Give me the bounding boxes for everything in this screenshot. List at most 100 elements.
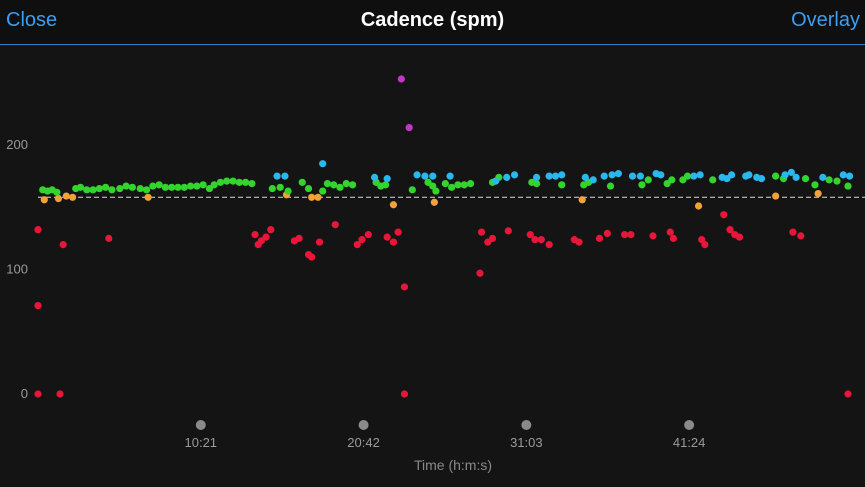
data-point-green — [833, 177, 841, 185]
data-point-blue — [370, 173, 379, 181]
data-point-green — [432, 187, 440, 195]
data-point-blue — [628, 172, 637, 180]
data-point-green — [174, 183, 182, 191]
data-point-red — [531, 236, 539, 244]
data-point-purple — [405, 123, 413, 132]
data-point-green — [186, 182, 195, 190]
nav-bar: Close Cadence (spm) Overlay — [0, 0, 865, 45]
data-point-green — [408, 186, 416, 194]
data-point-green — [216, 178, 225, 186]
data-point-green — [460, 181, 468, 189]
data-point-red — [669, 234, 678, 242]
data-point-orange — [694, 202, 703, 210]
data-point-blue — [819, 173, 827, 181]
data-point-green — [180, 183, 188, 191]
data-point-green — [76, 183, 85, 191]
data-point-green — [95, 184, 103, 193]
data-point-red — [358, 236, 366, 244]
data-point-green — [844, 182, 852, 190]
data-point-red — [34, 226, 42, 234]
data-point-purple — [397, 75, 405, 83]
data-point-red — [844, 390, 852, 398]
data-point-green — [235, 178, 243, 186]
data-point-green — [53, 188, 61, 196]
data-point-green — [223, 177, 231, 185]
data-point-blue — [413, 171, 421, 179]
data-point-green — [161, 183, 169, 191]
data-point-red — [383, 233, 391, 241]
data-point-green — [466, 179, 475, 188]
data-point-green — [558, 181, 566, 189]
data-point-green — [89, 186, 97, 194]
data-point-red — [545, 241, 553, 249]
data-point-red — [389, 238, 398, 246]
data-point-red — [575, 238, 583, 246]
y-tick-label: 0 — [21, 386, 28, 401]
data-point-red — [34, 302, 42, 310]
data-point-green — [709, 176, 717, 184]
data-point-red — [726, 226, 734, 234]
data-point-blue — [614, 170, 622, 178]
data-point-green — [268, 184, 276, 193]
x-axis-ticks[interactable]: 10:21 20:42 31:03 41:24 — [185, 420, 706, 450]
data-point-green — [638, 181, 646, 189]
overlay-button[interactable]: Overlay — [791, 9, 860, 31]
data-point-green — [108, 186, 116, 194]
data-point-green — [193, 182, 201, 190]
x-tick-marker[interactable] — [684, 420, 695, 430]
data-point-red — [400, 390, 409, 398]
data-point-orange — [430, 198, 438, 206]
data-point-red — [59, 241, 67, 249]
data-point-green — [448, 183, 456, 191]
x-tick-marker[interactable] — [521, 420, 532, 430]
data-point-blue — [383, 175, 391, 183]
data-point-orange — [144, 193, 152, 201]
data-point-blue — [532, 173, 541, 181]
data-point-green — [668, 176, 676, 184]
data-point-green — [683, 172, 692, 180]
data-point-blue — [781, 171, 789, 179]
data-point-blue — [787, 168, 795, 176]
data-point-green — [199, 181, 207, 189]
data-point-blue — [589, 176, 597, 184]
data-point-green — [229, 177, 237, 185]
data-point-red — [251, 231, 259, 239]
page-title: Cadence (spm) — [360, 9, 505, 31]
data-point-green — [381, 181, 390, 189]
data-point-red — [331, 221, 339, 229]
data-point-blue — [551, 172, 560, 180]
data-point-blue — [657, 171, 665, 179]
data-point-red — [603, 229, 611, 237]
data-point-red — [595, 234, 604, 242]
data-point-green — [210, 181, 218, 189]
data-point-green — [441, 179, 449, 188]
data-point-orange — [314, 193, 322, 201]
data-point-green — [276, 183, 284, 191]
data-point-orange — [54, 194, 63, 203]
close-button[interactable]: Close — [6, 9, 58, 31]
data-point-red — [476, 269, 484, 277]
x-tick-marker[interactable] — [195, 420, 206, 430]
data-point-green — [142, 186, 151, 194]
data-point-blue — [845, 172, 854, 180]
data-point-red — [621, 231, 629, 239]
data-point-green — [330, 181, 338, 189]
data-point-red — [400, 283, 409, 291]
data-point-red — [267, 226, 275, 234]
data-point-green — [242, 178, 250, 186]
x-tick-marker[interactable] — [358, 420, 369, 430]
data-point-red — [627, 231, 635, 239]
data-point-red — [526, 231, 534, 239]
data-point-green — [83, 186, 91, 194]
data-point-blue — [510, 171, 519, 179]
data-point-red — [105, 234, 113, 242]
data-point-green — [342, 179, 350, 188]
data-point-green — [336, 183, 344, 191]
data-point-green — [155, 181, 163, 189]
data-point-blue — [757, 175, 766, 183]
data-point-blue — [558, 171, 566, 179]
data-point-green — [532, 179, 541, 188]
data-point-blue — [696, 171, 704, 179]
data-point-blue — [273, 172, 281, 180]
data-point-green — [136, 184, 144, 193]
